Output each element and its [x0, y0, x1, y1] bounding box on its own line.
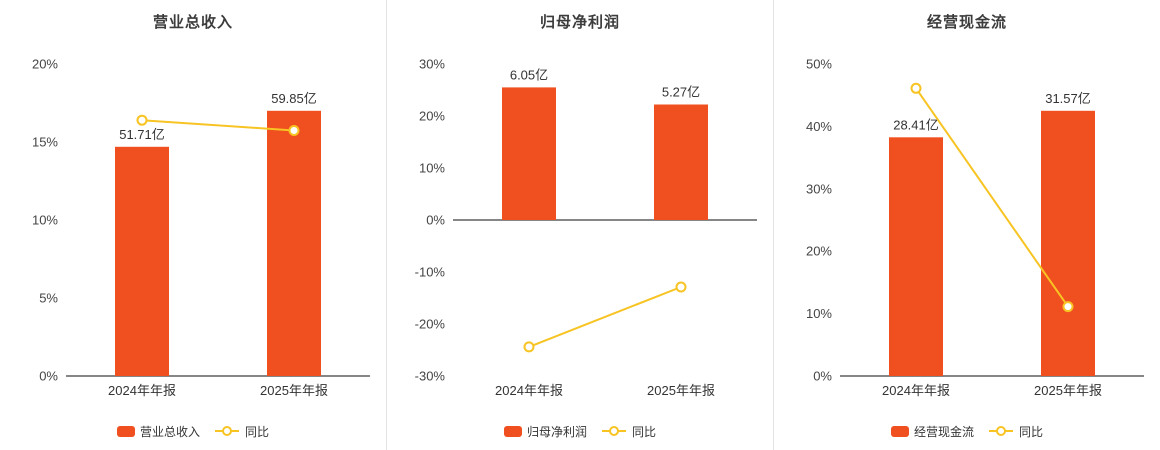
svg-text:40%: 40%: [806, 119, 832, 134]
line-marker-icon: [989, 426, 1013, 436]
line-marker-icon: [602, 426, 626, 436]
legend-line-label: 同比: [245, 424, 270, 439]
legend-net-profit: 归母净利润 同比: [503, 420, 656, 442]
chart-title-net-profit: 归母净利润: [539, 14, 620, 31]
cash-flow-chart: 0% 10% 20% 30% 40% 50% 28.41亿 31.57亿 2024年年报 2025…: [806, 57, 1144, 398]
panel-revenue: 营业总收入 0% 5% 10% 15% 20% 51.71亿 59.85亿 2024年年报 20…: [0, 0, 386, 450]
svg-text:2025年年报: 2025年年报: [647, 383, 715, 398]
svg-text:31.57亿: 31.57亿: [1045, 91, 1091, 106]
legend-line-label: 同比: [632, 424, 657, 439]
legend-item-net-profit-bar[interactable]: 归母净利润: [503, 423, 587, 440]
net-profit-chart: -30% -20% -10% 0% 10% 20% 30% 6.05亿 5.27亿 2024年年报…: [415, 57, 757, 398]
svg-text:2024年年报: 2024年年报: [495, 383, 563, 398]
bar-swatch-icon: [890, 425, 909, 437]
revenue-chart: 0% 5% 10% 15% 20% 51.71亿 59.85亿 2024年年报 2025年年报: [32, 57, 370, 398]
legend-bar-label: 营业总收入: [139, 424, 200, 439]
svg-text:0%: 0%: [813, 369, 832, 384]
svg-text:-20%: -20%: [415, 317, 446, 332]
svg-text:51.71亿: 51.71亿: [119, 127, 165, 142]
bar-swatch-icon: [503, 425, 522, 437]
svg-text:15%: 15%: [32, 135, 58, 150]
line-marker-icon: [215, 426, 239, 436]
svg-text:5%: 5%: [39, 291, 58, 306]
svg-text:20%: 20%: [32, 57, 58, 72]
svg-text:2024年年报: 2024年年报: [108, 383, 176, 398]
legend-line-label: 同比: [1019, 424, 1044, 439]
svg-text:28.41亿: 28.41亿: [893, 117, 939, 132]
legend-cash-flow: 经营现金流 同比: [890, 420, 1043, 442]
legend-item-revenue-bar[interactable]: 营业总收入: [116, 423, 200, 440]
svg-text:0%: 0%: [39, 369, 58, 384]
svg-text:50%: 50%: [806, 57, 832, 72]
legend-bar-label: 经营现金流: [913, 424, 974, 439]
svg-text:5.27亿: 5.27亿: [662, 85, 700, 100]
svg-text:-30%: -30%: [415, 369, 446, 384]
panel-net-profit: 归母净利润 -30% -20% -10% 0% 10% 20% 30% 6.05亿 5.27亿 2…: [386, 0, 773, 450]
svg-text:10%: 10%: [806, 306, 832, 321]
legend-item-revenue-yoy[interactable]: 同比: [214, 423, 269, 440]
svg-text:2024年年报: 2024年年报: [882, 383, 950, 398]
chart-title-revenue: 营业总收入: [152, 14, 233, 31]
svg-text:30%: 30%: [806, 181, 832, 196]
legend-item-cash-flow-yoy[interactable]: 同比: [988, 423, 1043, 440]
svg-text:30%: 30%: [419, 57, 445, 72]
svg-text:6.05亿: 6.05亿: [510, 67, 548, 82]
legend-item-net-profit-yoy[interactable]: 同比: [601, 423, 656, 440]
svg-text:2025年年报: 2025年年报: [1034, 383, 1102, 398]
svg-text:10%: 10%: [32, 213, 58, 228]
bar-swatch-icon: [116, 425, 135, 437]
svg-text:-10%: -10%: [415, 265, 446, 280]
svg-text:10%: 10%: [419, 161, 445, 176]
legend-item-cash-flow-bar[interactable]: 经营现金流: [890, 423, 974, 440]
chart-title-cash-flow: 经营现金流: [926, 14, 1007, 31]
svg-text:2025年年报: 2025年年报: [260, 383, 328, 398]
svg-text:20%: 20%: [806, 244, 832, 259]
panel-cash-flow: 经营现金流 0% 10% 20% 30% 40% 50% 28.41亿 31.57亿 2024年…: [773, 0, 1160, 450]
svg-text:20%: 20%: [419, 109, 445, 124]
svg-text:59.85亿: 59.85亿: [271, 91, 317, 106]
svg-text:0%: 0%: [426, 213, 445, 228]
legend-revenue: 营业总收入 同比: [116, 420, 269, 442]
legend-bar-label: 归母净利润: [526, 424, 587, 439]
